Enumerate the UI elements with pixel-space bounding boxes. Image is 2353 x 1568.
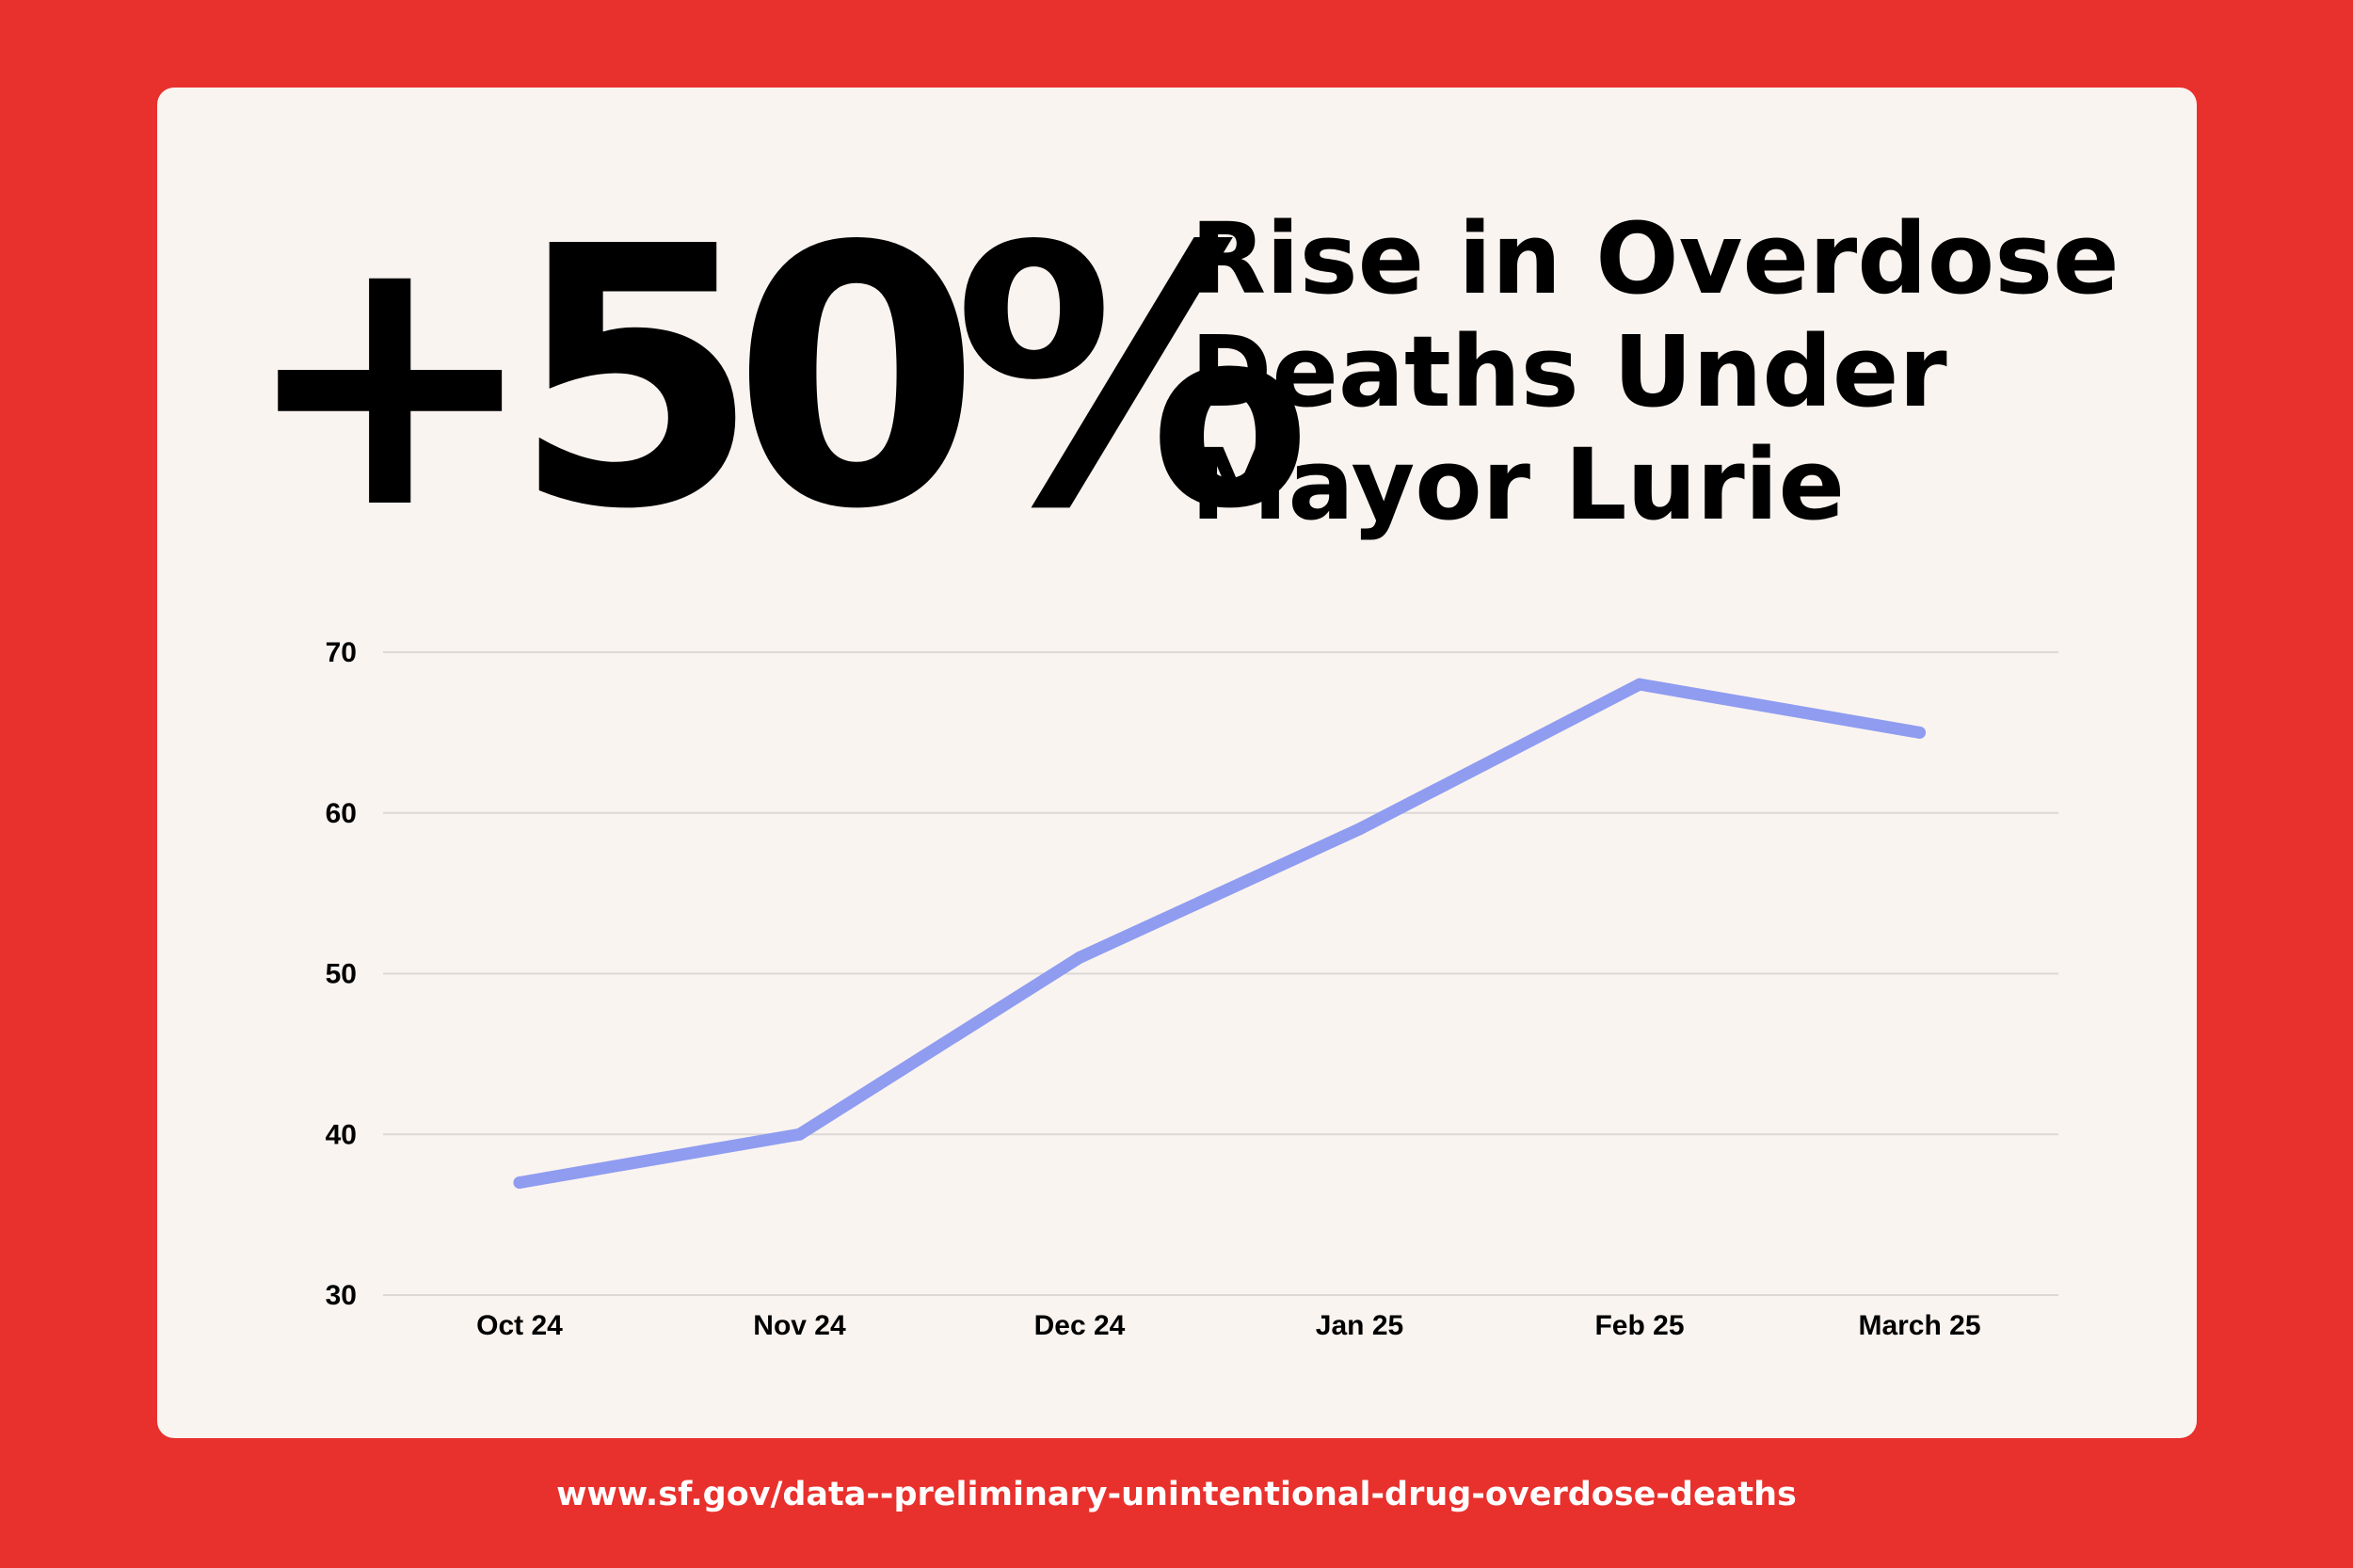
x-tick-label: Nov 24 xyxy=(753,1310,846,1341)
line-chart: 30 40 50 60 70 Oct 24 Nov 24 Dec 24 Jan 25 Feb 25… xyxy=(326,637,2058,1341)
x-tick-label: Dec 24 xyxy=(1034,1310,1126,1341)
data-point xyxy=(1073,951,1086,964)
data-point xyxy=(1913,726,1926,739)
series-line xyxy=(513,678,1926,1189)
data-point xyxy=(793,1128,806,1141)
source-url: www.sf.gov/data--preliminary-unintention… xyxy=(556,1476,1797,1513)
y-tick-label: 40 xyxy=(326,1119,357,1150)
x-tick-label: Oct 24 xyxy=(476,1310,563,1341)
x-tick-label: Jan 25 xyxy=(1316,1310,1403,1341)
chart-card: +50% Rise in Overdose Deaths Under Mayor… xyxy=(157,88,2197,1438)
x-tick-label: March 25 xyxy=(1858,1310,1980,1341)
headline-line-2: Deaths Under xyxy=(1191,314,1947,429)
data-point xyxy=(1633,678,1646,691)
y-tick-label: 60 xyxy=(326,798,357,829)
percent-change-stat: +50% xyxy=(240,170,1311,587)
data-point xyxy=(513,1176,526,1189)
headline-line-1: Rise in Overdose xyxy=(1191,201,2120,316)
data-point xyxy=(1353,823,1366,836)
y-tick-label: 30 xyxy=(326,1280,357,1311)
x-tick-label: Feb 25 xyxy=(1594,1310,1684,1341)
y-tick-label: 70 xyxy=(326,637,357,668)
headline-line-3: Mayor Lurie xyxy=(1191,427,1845,542)
y-tick-label: 50 xyxy=(326,959,357,990)
headline: Rise in Overdose Deaths Under Mayor Luri… xyxy=(1191,202,2132,541)
